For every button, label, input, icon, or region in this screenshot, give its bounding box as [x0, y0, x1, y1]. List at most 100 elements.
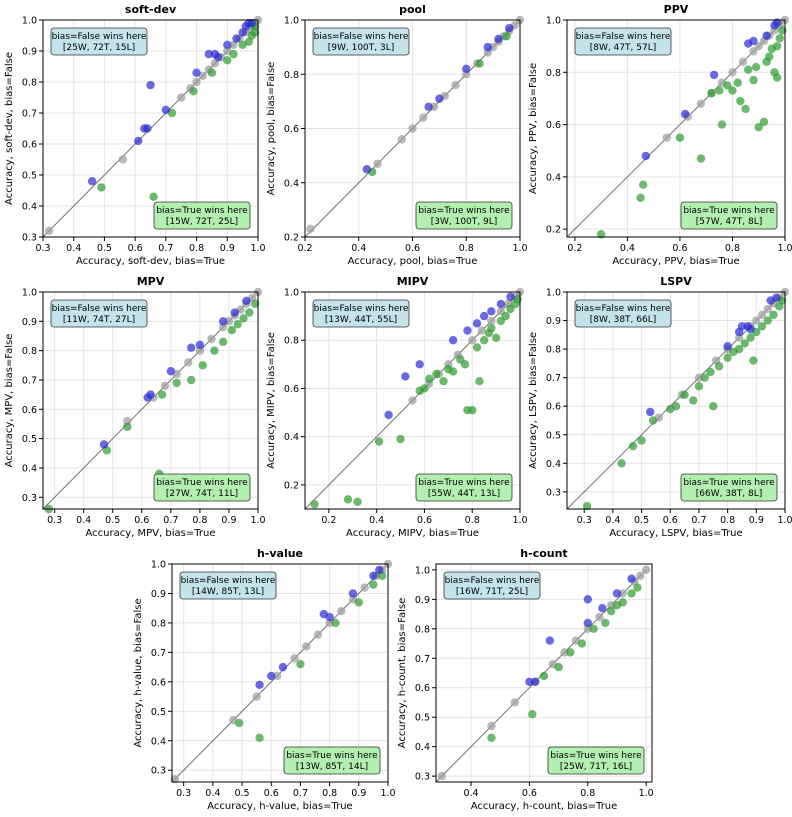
y-tick-label: 0.8	[284, 336, 299, 347]
subplot-title: MIPV	[397, 275, 429, 288]
y-tick-label: 0.6	[415, 683, 430, 694]
x-tick-label: 0.6	[264, 788, 279, 799]
x-axis-label: Accuracy, MIPV, bias=True	[346, 528, 479, 539]
false-win-point	[463, 326, 472, 335]
y-tick-label: 0.7	[415, 654, 430, 665]
true-win-point	[765, 52, 774, 61]
true-win-point	[207, 68, 217, 77]
tie-point	[177, 93, 186, 102]
true-win-point	[343, 495, 353, 504]
true-win-point	[627, 589, 636, 598]
true-win-point	[198, 361, 207, 370]
tie-point	[606, 601, 616, 610]
false-win-point	[749, 36, 758, 46]
y-tick-label: 0.6	[151, 677, 166, 688]
axes-frame	[566, 291, 786, 510]
true-win-point	[709, 402, 718, 411]
true-win-point	[577, 639, 587, 648]
x-tick-label: 0.6	[134, 515, 149, 526]
true-win-point	[696, 154, 706, 163]
true-wins-counts: [15W, 72T, 25L]	[166, 217, 238, 227]
y-tick-label: 0.9	[22, 317, 37, 328]
true-win-point	[420, 384, 429, 393]
tie-point	[696, 99, 706, 108]
false-wins-label: bias=False wins here	[314, 304, 409, 314]
x-tick-label: 0.6	[405, 243, 420, 254]
true-win-point	[723, 353, 732, 362]
axes-frame	[304, 291, 521, 510]
true-win-point	[763, 316, 772, 325]
tie-point	[636, 571, 645, 580]
true-win-point	[432, 369, 441, 379]
x-tick-label: 0.2	[567, 243, 582, 254]
false-wins-box	[312, 299, 410, 328]
y-tick-label: 0.8	[546, 68, 561, 79]
true-win-point	[528, 710, 537, 719]
true-win-point	[675, 133, 685, 142]
y-axis-label: Accuracy, h-count, bias=False	[397, 598, 408, 748]
y-tick-label: 1.0	[22, 16, 37, 27]
y-tick-label: 0.8	[415, 624, 430, 635]
x-axis-label: Accuracy, PPV, bias=True	[612, 256, 739, 267]
true-win-point	[757, 322, 767, 331]
tie-point	[408, 396, 417, 405]
y-tick-label: 0.7	[546, 373, 561, 384]
false-win-point	[348, 589, 358, 598]
true-wins-box	[415, 473, 513, 502]
x-tick-label: 0.4	[351, 243, 366, 254]
tie-point	[360, 583, 369, 592]
true-win-point	[296, 659, 305, 669]
x-tick-label: 0.7	[163, 515, 178, 526]
false-wins-label: bias=False wins here	[314, 32, 409, 42]
x-axis-label: Accuracy, h-count, bias=True	[471, 801, 618, 812]
true-win-point	[633, 583, 642, 592]
x-tick-label: 0.8	[192, 515, 207, 526]
false-win-point	[583, 595, 592, 604]
tie-point	[306, 224, 315, 234]
tie-point	[325, 618, 334, 628]
subplot-title: LSPV	[660, 275, 692, 288]
axes-frame	[566, 19, 786, 238]
tie-point	[487, 721, 496, 731]
false-win-point	[146, 80, 155, 90]
tie-point	[641, 565, 651, 575]
false-win-point	[87, 177, 97, 186]
false-win-point	[462, 64, 471, 74]
y-axis-label: Accuracy, soft-dev, bias=False	[4, 52, 15, 205]
x-tick-label: 1.0	[512, 515, 527, 526]
false-wins-label: bias=False wins here	[52, 32, 147, 42]
false-win-point	[362, 164, 372, 174]
x-tick-label: 0.6	[522, 788, 537, 799]
true-win-point	[671, 402, 681, 411]
y-tick-label: 0.6	[546, 120, 561, 131]
false-wins-counts: [11W, 74T, 27L]	[63, 315, 135, 325]
y-tick-label: 0.4	[546, 172, 561, 183]
x-tick-label: 0.3	[176, 788, 191, 799]
y-tick-label: 0.4	[415, 742, 430, 753]
true-wins-label: bias=True wins here	[418, 478, 510, 488]
subplot-pool: 0.2 0.4 0.6 0.8 1.0 0.2 0.4 0.6 0.8 1.0 pool Accura…	[266, 3, 528, 267]
true-win-point	[331, 618, 340, 628]
tie-point	[738, 57, 748, 67]
y-tick-label: 0.8	[151, 618, 166, 629]
false-win-point	[598, 603, 607, 613]
subplot-soft-dev: 0.3 0.4 0.5 0.6 0.7 0.8 0.9 1.0 0.3 0.4 0.5 0.6 0.7 0…	[4, 3, 266, 267]
x-tick-label: 0.5	[234, 788, 249, 799]
false-win-point	[472, 319, 482, 328]
y-tick-label: 0.6	[22, 405, 37, 416]
false-win-point	[641, 151, 650, 161]
false-wins-label: bias=False wins here	[181, 576, 276, 586]
false-wins-counts: [13W, 44T, 55L]	[325, 315, 397, 325]
tie-point	[397, 135, 406, 144]
x-tick-label: 0.3	[577, 515, 592, 526]
false-win-point	[496, 299, 506, 309]
false-win-point	[772, 18, 782, 27]
false-win-point	[230, 308, 239, 317]
true-win-point	[374, 437, 384, 446]
true-win-point	[734, 344, 744, 354]
true-wins-label: bias=True wins here	[683, 478, 775, 488]
false-win-point	[627, 574, 636, 583]
y-tick-label: 0.7	[22, 109, 37, 120]
false-win-point	[375, 565, 384, 575]
tie-point	[487, 316, 496, 326]
